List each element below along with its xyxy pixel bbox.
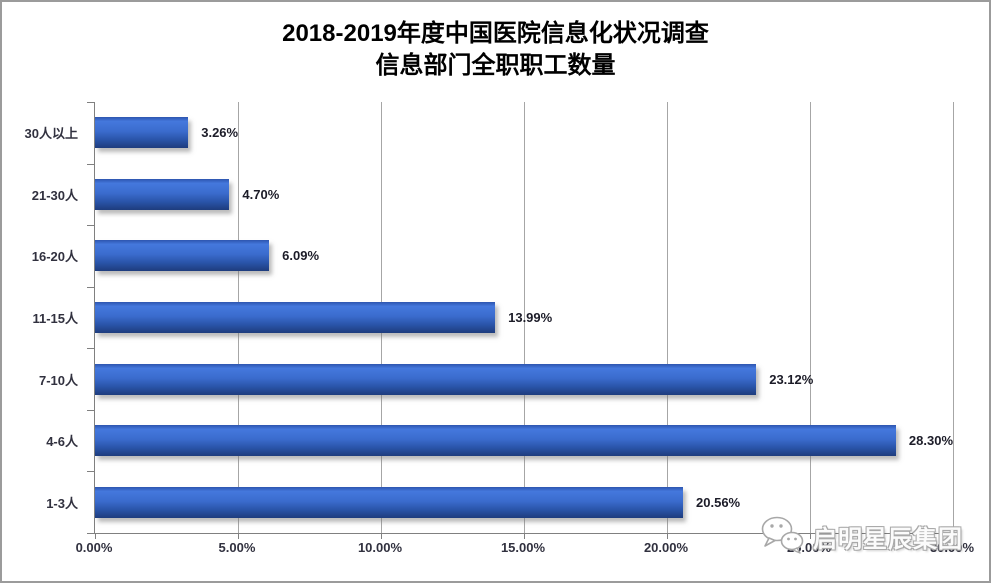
bar-row: 3.26% <box>95 102 953 164</box>
bar <box>95 363 757 395</box>
data-label: 3.26% <box>201 125 239 141</box>
category-label: 1-3人 <box>46 495 78 511</box>
bar <box>95 486 684 518</box>
x-tick-mark <box>953 533 954 539</box>
bar <box>95 117 189 149</box>
chart-title-line1: 2018-2019年度中国医院信息化状况调查 <box>282 20 709 47</box>
bar <box>95 178 230 210</box>
bar <box>95 425 896 457</box>
x-tick-label: 15.00% <box>500 540 546 555</box>
watermark-text: 启明星辰集团 <box>813 526 963 553</box>
y-axis-tick <box>87 163 95 165</box>
bar-row: 6.09% <box>95 225 953 287</box>
x-tick-label: 0.00% <box>75 540 113 555</box>
data-label: 28.30% <box>908 433 953 449</box>
x-tick-mark <box>524 533 525 539</box>
bar-row: 20.56% <box>95 471 953 533</box>
category-label: 30人以上 <box>24 126 78 142</box>
category-label: 16-20人 <box>31 249 78 265</box>
bar <box>95 240 270 272</box>
y-axis-tick <box>87 102 95 103</box>
gridline <box>953 102 954 533</box>
plot-area: 3.26% 4.70% 6.09% 13.99% 23.12% 28.30% 20.56% <box>87 102 954 539</box>
y-axis-tick <box>87 409 95 411</box>
x-tick-label: 30.00% <box>929 540 975 555</box>
y-axis-tick <box>87 471 95 473</box>
x-tick-mark <box>95 533 96 539</box>
x-tick-label: 5.00% <box>218 540 256 555</box>
category-label: 21-30人 <box>31 187 78 203</box>
category-label: 4-6人 <box>46 434 78 450</box>
y-axis-tick <box>87 348 95 350</box>
x-tick-mark <box>810 533 811 539</box>
bar-row: 13.99% <box>95 287 953 349</box>
gridline <box>810 102 811 533</box>
bar-row: 4.70% <box>95 164 953 226</box>
chart-title: 2018-2019年度中国医院信息化状况调查 信息部门全职职工数量 <box>2 18 989 82</box>
x-tick-mark <box>666 533 668 539</box>
bar <box>95 302 496 334</box>
category-label: 11-15人 <box>32 311 78 327</box>
x-tick-label: 10.00% <box>357 540 403 555</box>
x-tick-mark <box>380 533 382 539</box>
wechat-icon <box>760 514 804 559</box>
x-axis-labels: 0.00% 5.00% 10.00% 15.00% 20.00% 25.00% 30.00% <box>76 540 974 560</box>
data-label: 6.09% <box>282 248 320 264</box>
gridline <box>524 102 525 533</box>
watermark: 启明星辰集团 <box>760 514 963 559</box>
x-tick-label: 20.00% <box>643 540 689 555</box>
y-axis-tick <box>87 225 95 227</box>
data-label: 13.99% <box>508 310 553 326</box>
y-axis-tick <box>87 286 95 288</box>
category-label: 7-10人 <box>38 372 78 388</box>
data-label: 20.56% <box>696 494 741 510</box>
bar-row: 23.12% <box>95 348 953 410</box>
y-axis-tick <box>87 533 95 534</box>
chart-title-line2: 信息部门全职职工数量 <box>375 52 616 79</box>
bar-rows: 3.26% 4.70% 6.09% 13.99% 23.12% 28.30% 20.56% <box>95 102 953 533</box>
data-label: 4.70% <box>242 186 280 202</box>
x-axis-tick-marks <box>95 533 954 539</box>
category-labels: 30人以上 21-30人 16-20人 11-15人 7-10人 4-6人 1-3人 <box>2 102 87 533</box>
data-label: 23.12% <box>769 371 814 387</box>
bar-row: 28.30% <box>95 410 953 472</box>
gridline <box>666 102 668 533</box>
x-tick-mark <box>237 533 239 539</box>
